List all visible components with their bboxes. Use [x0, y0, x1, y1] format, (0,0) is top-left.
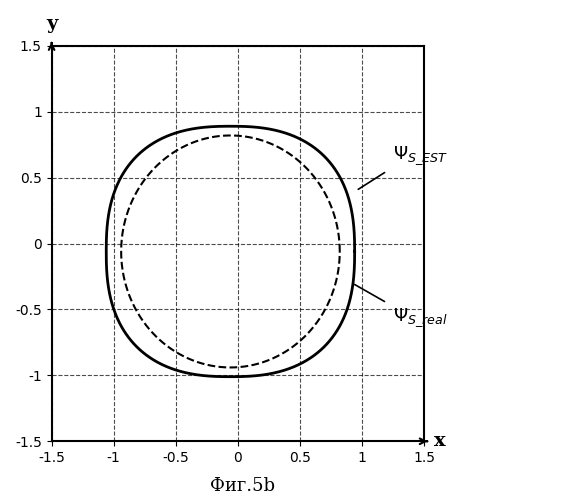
Text: Фиг.5b: Фиг.5b — [210, 477, 275, 495]
Text: x: x — [434, 432, 446, 450]
Text: $\Psi_{S\_EST}$: $\Psi_{S\_EST}$ — [393, 144, 448, 167]
Text: $\Psi_{S\_real}$: $\Psi_{S\_real}$ — [393, 307, 448, 330]
Text: y: y — [46, 14, 58, 32]
